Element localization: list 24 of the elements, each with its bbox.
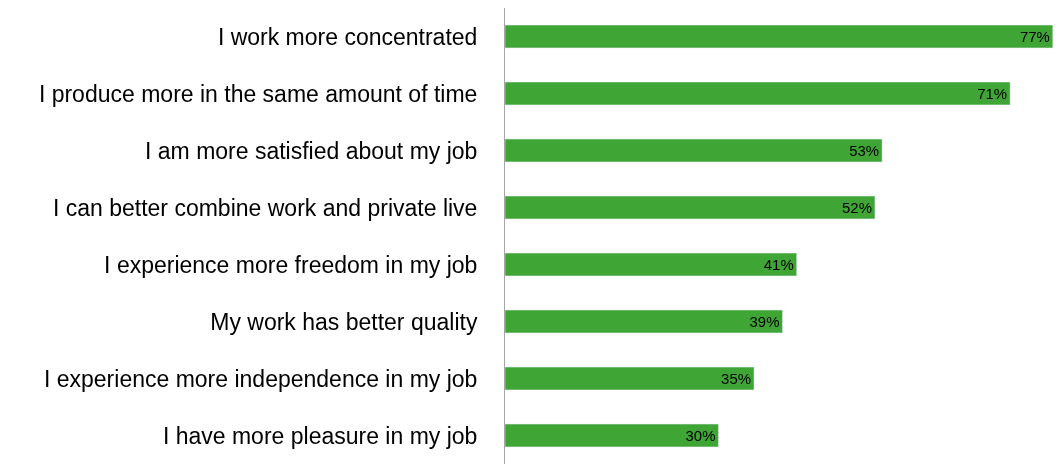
y-tick-label: My work has better quality <box>210 308 478 335</box>
data-label: 52% <box>842 198 872 216</box>
y-tick-label: I experience more freedom in my job <box>104 251 478 278</box>
data-label: 39% <box>749 312 780 330</box>
y-tick-label: I experience more independence in my job <box>43 365 478 392</box>
data-label: 41% <box>763 255 794 273</box>
data-label: 53% <box>849 141 880 159</box>
bar <box>505 309 783 334</box>
bar <box>505 252 797 277</box>
y-tick-label: I have more pleasure in my job <box>162 422 478 449</box>
bar <box>505 366 755 391</box>
bar <box>505 138 883 163</box>
data-label: 71% <box>977 84 1008 102</box>
data-label: 77% <box>1019 27 1050 45</box>
y-tick-label: I work more concentrated <box>217 23 478 50</box>
y-tick-label: I produce more in the same amount of time <box>38 80 478 107</box>
bar <box>505 81 1011 106</box>
data-label: 35% <box>721 369 751 387</box>
bar <box>505 24 1054 49</box>
y-tick-label: I can better combine work and private live <box>52 194 478 221</box>
y-tick-label: I am more satisfied about my job <box>145 137 478 164</box>
bar <box>505 423 719 448</box>
data-label: 30% <box>685 426 716 444</box>
bar <box>505 195 876 220</box>
